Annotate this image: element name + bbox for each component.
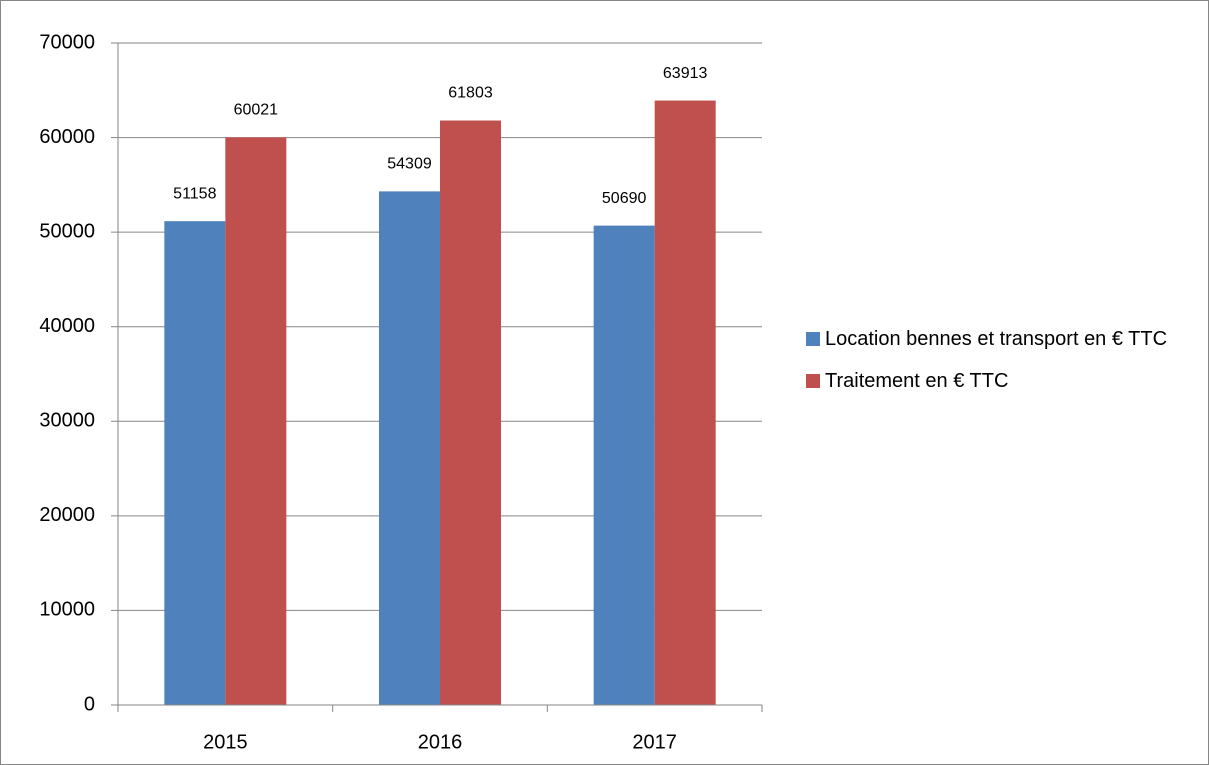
y-tick-label: 30000 (39, 410, 95, 432)
x-tick-label: 2017 (632, 731, 677, 753)
legend-label: Location bennes et transport en € TTC (825, 328, 1168, 350)
bar (654, 100, 716, 706)
data-label: 54309 (387, 156, 432, 173)
x-tick-label: 2015 (203, 731, 248, 753)
bar (164, 221, 226, 706)
y-tick-label: 0 (84, 693, 95, 715)
y-tick-label: 50000 (39, 220, 95, 242)
data-label: 51158 (173, 185, 216, 202)
legend-label: Traitement en € TTC (825, 370, 1009, 392)
data-label: 63913 (663, 65, 708, 82)
legend-swatch (806, 332, 820, 346)
bar (593, 225, 655, 705)
legend-entry: Location bennes et transport en € TTC (806, 326, 1186, 352)
x-tick-label: 2016 (418, 731, 463, 753)
bar (379, 191, 440, 705)
y-tick-label: 40000 (39, 315, 95, 337)
data-label: 50690 (602, 190, 647, 207)
y-tick-label: 70000 (39, 31, 95, 53)
y-tick-label: 60000 (39, 126, 95, 148)
bar (440, 120, 501, 705)
legend: Location bennes et transport en € TTC Tra… (806, 326, 1186, 410)
data-label: 61803 (448, 85, 493, 102)
bar (225, 137, 287, 706)
legend-swatch (806, 374, 820, 388)
data-label: 60021 (234, 102, 279, 119)
legend-entry: Traitement en € TTC (806, 368, 1186, 394)
y-tick-label: 10000 (39, 599, 95, 621)
y-tick-label: 20000 (39, 504, 95, 526)
